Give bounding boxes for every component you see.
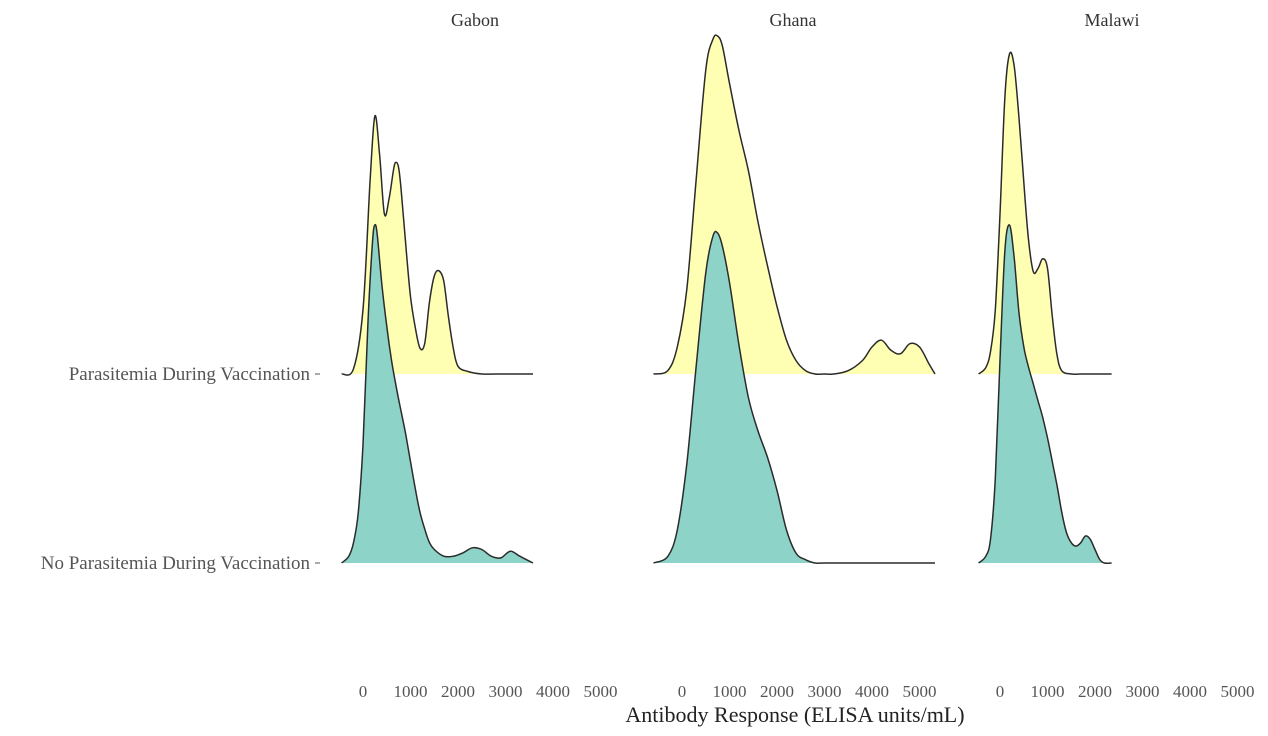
x-tick-label: 0 xyxy=(359,682,368,701)
density-area-parasitemia xyxy=(341,115,533,376)
x-tick-label: 3000 xyxy=(1126,682,1160,701)
density-outline xyxy=(653,34,936,376)
y-axis: Parasitemia During Vaccination No Parasi… xyxy=(41,364,320,574)
density-outline xyxy=(341,115,534,376)
density-area-no-parasitemia xyxy=(341,224,533,563)
x-tick-label: 1000 xyxy=(394,682,428,701)
x-tick-label: 0 xyxy=(996,682,1005,701)
x-tick-label: 5000 xyxy=(584,682,618,701)
panel-title: Gabon xyxy=(451,10,499,30)
density-area-parasitemia xyxy=(653,35,935,375)
density-area-no-parasitemia xyxy=(653,231,935,564)
x-tick-label: 3000 xyxy=(489,682,523,701)
panel-ghana: Ghana 0 1000 2000 3000 4000 5000 xyxy=(653,10,937,701)
x-tick-label: 2000 xyxy=(1078,682,1112,701)
x-tick-label: 1000 xyxy=(713,682,747,701)
chart-panels: Gabon 0 1000 2000 3000 4000 5000 Ghana 0 1000 2000… xyxy=(341,10,1255,701)
x-tick-label: 5000 xyxy=(903,682,937,701)
density-area-no-parasitemia xyxy=(978,224,1112,564)
density-area-parasitemia xyxy=(978,52,1112,375)
y-label-parasitemia: Parasitemia During Vaccination xyxy=(69,364,311,385)
x-tick-label: 1000 xyxy=(1031,682,1065,701)
x-tick-label: 0 xyxy=(678,682,687,701)
x-tick-label: 4000 xyxy=(855,682,889,701)
density-outline xyxy=(978,224,1112,565)
x-axis-title: Antibody Response (ELISA units/mL) xyxy=(625,702,964,727)
density-outline xyxy=(978,51,1112,375)
panel-title: Malawi xyxy=(1085,10,1140,30)
panel-gabon: Gabon 0 1000 2000 3000 4000 5000 xyxy=(341,10,618,701)
x-tick-label: 2000 xyxy=(760,682,794,701)
x-tick-label: 4000 xyxy=(536,682,570,701)
x-tick-label: 4000 xyxy=(1173,682,1207,701)
panel-title: Ghana xyxy=(770,10,817,30)
x-tick-label: 3000 xyxy=(808,682,842,701)
density-outline xyxy=(341,223,534,564)
x-tick-label: 5000 xyxy=(1221,682,1255,701)
x-tick-label: 2000 xyxy=(441,682,475,701)
panel-malawi: Malawi 0 1000 2000 3000 4000 5000 xyxy=(978,10,1255,701)
density-outline xyxy=(653,230,935,564)
y-label-no-parasitemia: No Parasitemia During Vaccination xyxy=(41,553,311,574)
